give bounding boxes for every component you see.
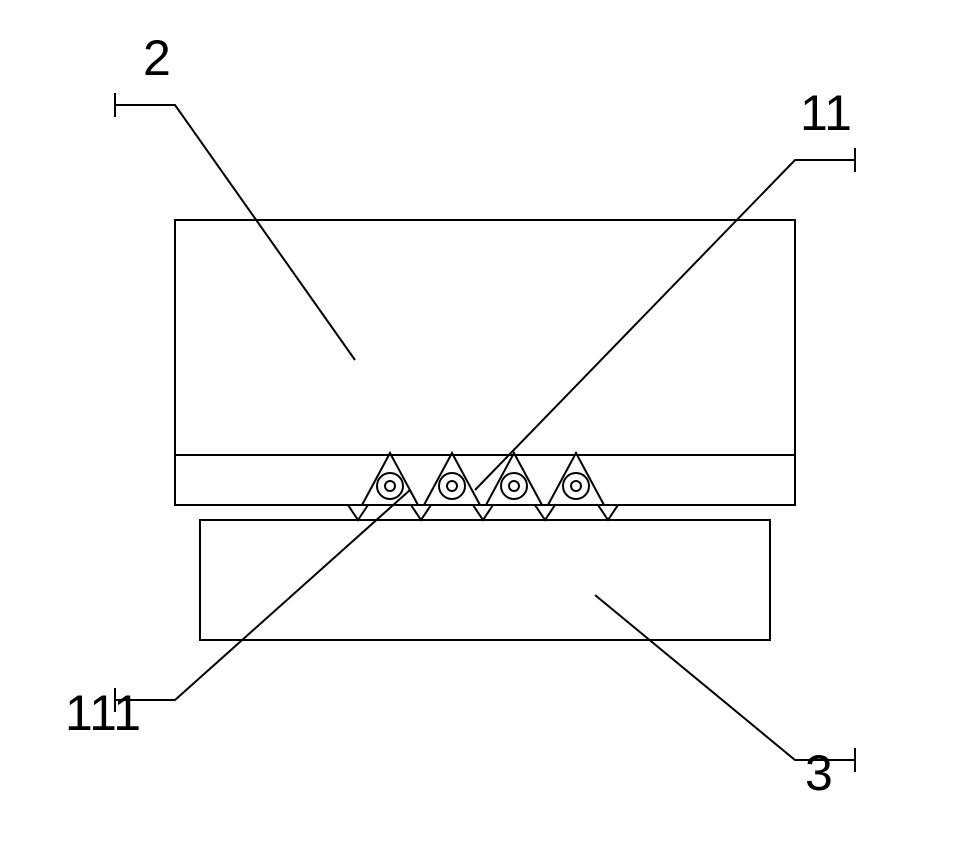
cone-circle-outer bbox=[439, 473, 465, 499]
cone-circle-inner bbox=[509, 481, 519, 491]
label-3: 3 bbox=[805, 745, 833, 801]
label-2: 2 bbox=[143, 30, 171, 86]
label-111: 111 bbox=[65, 685, 141, 741]
lower-rect bbox=[200, 520, 770, 640]
leaders-group bbox=[115, 93, 855, 772]
leader-11 bbox=[475, 160, 855, 490]
notch bbox=[598, 505, 618, 520]
lower-block bbox=[200, 520, 770, 640]
cone-triangle bbox=[424, 453, 480, 505]
cone-circle-outer bbox=[563, 473, 589, 499]
notch bbox=[473, 505, 493, 520]
notch bbox=[535, 505, 555, 520]
cone-circle-inner bbox=[571, 481, 581, 491]
label-11: 11 bbox=[800, 85, 852, 141]
cone-circle-inner bbox=[385, 481, 395, 491]
leader-111 bbox=[115, 490, 410, 700]
engineering-diagram: 2311111 bbox=[0, 0, 968, 865]
cone-circle-outer bbox=[501, 473, 527, 499]
cone-circle-inner bbox=[447, 481, 457, 491]
cone-triangle bbox=[548, 453, 604, 505]
notch bbox=[348, 505, 368, 520]
cone-circle-outer bbox=[377, 473, 403, 499]
cone-triangle bbox=[362, 453, 418, 505]
leader-2 bbox=[115, 105, 355, 360]
notch bbox=[411, 505, 431, 520]
cone-triangle bbox=[486, 453, 542, 505]
labels-group: 2311111 bbox=[65, 30, 852, 801]
leader-3 bbox=[595, 595, 855, 760]
